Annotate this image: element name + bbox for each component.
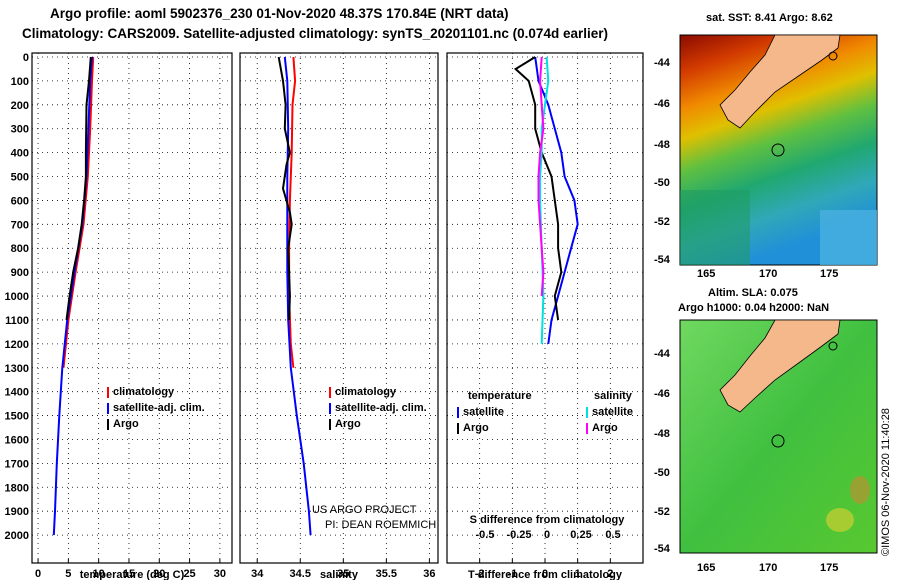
climatology-title: Climatology: CARS2009. Satellite-adjuste…	[22, 26, 608, 41]
x-tick-label: 15	[123, 568, 135, 580]
x-tick-label: 2	[607, 568, 613, 580]
series-line-temperature-satellite	[534, 56, 579, 345]
secondary-x-tick-label: 0.25	[570, 529, 591, 541]
series-line-climatology	[288, 56, 297, 368]
axes-frame	[239, 52, 439, 564]
y-tick-label: 500	[11, 172, 29, 184]
credit-project: US ARGO PROJECT	[312, 504, 417, 516]
x-tick-label: 1	[575, 568, 581, 580]
secondary-x-tick-label: -0.25	[506, 529, 531, 541]
axes-frame	[31, 52, 233, 564]
y-tick-label: 1300	[5, 363, 29, 375]
y-tick-label: 100	[11, 76, 29, 88]
x-tick-label: 34	[251, 568, 264, 580]
secondary-x-tick-label: -0.5	[476, 529, 495, 541]
x-tick-label: 30	[214, 568, 226, 580]
y-tick-label: 1100	[5, 315, 29, 327]
legend-label: satellite-adj. clim.	[113, 402, 205, 414]
legend-label: satellite	[592, 406, 633, 418]
y-tick-label: 200	[11, 100, 29, 112]
y-tick-label: 800	[11, 243, 29, 255]
y-tick-label: 1700	[5, 458, 29, 470]
x-tick-label: 0	[35, 568, 41, 580]
x-tick-label: 10	[93, 568, 105, 580]
y-tick-label: 1900	[5, 506, 29, 518]
legend-title-temperature: temperature	[468, 390, 532, 402]
x-tick-label: 35	[337, 568, 349, 580]
y-tick-label: 900	[11, 267, 29, 279]
y-tick-label: 1600	[5, 434, 29, 446]
secondary-x-tick-label: 0	[544, 529, 550, 541]
x-tick-label: -1	[507, 568, 517, 580]
x-tick-label: -2	[475, 568, 485, 580]
legend-label: satellite-adj. clim.	[335, 402, 427, 414]
y-tick-label: 0	[23, 52, 29, 64]
series-line-temperature-argo	[513, 56, 563, 321]
series-line-satellite-adj.-clim.	[52, 56, 93, 536]
legend-label: satellite	[463, 406, 504, 418]
x-tick-label: 35.5	[376, 568, 397, 580]
y-tick-label: 1800	[5, 482, 29, 494]
legend-label: Argo	[592, 422, 618, 434]
legend-title-salinity: salinity	[594, 390, 633, 402]
secondary-x-axis-label: S difference from climatology	[470, 514, 626, 526]
salinity-panel: 34 34.5 35 35.5 36 salinity climatology satelli…	[239, 52, 439, 580]
imos-watermark: ©IMOS 06-Nov-2020 11:40:28	[880, 408, 892, 556]
series-line-argo	[65, 56, 92, 321]
y-tick-label: 1200	[5, 339, 29, 351]
x-tick-label: 34.5	[290, 568, 311, 580]
y-tick-label: 1000	[5, 291, 29, 303]
x-tick-label: 5	[65, 568, 71, 580]
temperature-panel: 0 5 10 15 20 25 300100200300400500600700800900…	[5, 52, 233, 580]
y-tick-label: 1400	[5, 387, 29, 399]
y-tick-label: 2000	[5, 530, 29, 542]
x-axis-label: T difference from climatology	[468, 569, 623, 580]
legend-label: Argo	[463, 422, 489, 434]
y-tick-label: 600	[11, 195, 29, 207]
x-tick-label: 25	[183, 568, 195, 580]
x-tick-label: 36	[423, 568, 435, 580]
secondary-x-tick-label: 0.5	[605, 529, 620, 541]
y-tick-label: 700	[11, 219, 29, 231]
legend-label: climatology	[113, 386, 175, 398]
profile-title: Argo profile: aoml 5902376_230 01-Nov-20…	[50, 6, 509, 21]
x-tick-label: 20	[153, 568, 165, 580]
y-tick-label: 300	[11, 124, 29, 136]
series-line-climatology	[62, 56, 95, 368]
x-tick-label: 0	[542, 568, 548, 580]
sst-map-title: sat. SST: 8.41 Argo: 8.62	[706, 12, 833, 24]
credit-pi: PI: DEAN ROEMMICH	[325, 519, 437, 531]
x-axis-label: salinity	[320, 569, 359, 580]
series-line-argo	[277, 56, 293, 321]
legend-label: Argo	[335, 418, 361, 430]
y-tick-label: 1500	[5, 411, 29, 423]
series-line-satellite-adj.-clim.	[283, 56, 312, 536]
legend-label: Argo	[113, 418, 139, 430]
sla-map-title-2: Argo h1000: 0.04 h2000: NaN	[678, 302, 830, 314]
series-line-salinity-argo	[537, 56, 545, 297]
x-axis-label: temperature (deg C)	[80, 569, 185, 580]
legend-label: climatology	[335, 386, 397, 398]
sla-map-title-1: Altim. SLA: 0.075	[708, 287, 798, 299]
y-tick-label: 400	[11, 148, 29, 160]
difference-panel: -2 -1 0 1 2T difference from climatology temp…	[446, 52, 644, 580]
